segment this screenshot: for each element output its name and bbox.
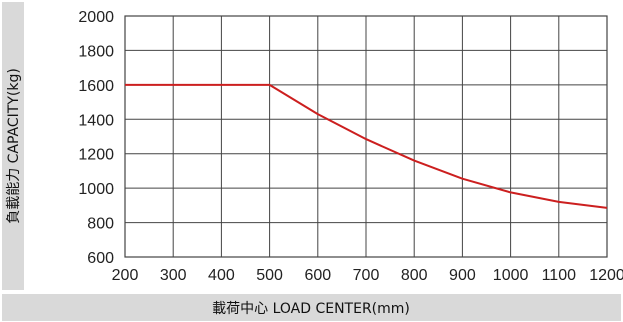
- x-tick-label: 800: [401, 267, 428, 284]
- x-tick-label: 400: [208, 267, 235, 284]
- x-tick-label: 1200: [589, 267, 623, 284]
- y-tick-label: 1600: [78, 78, 114, 95]
- series-group: [125, 83, 608, 209]
- y-tick-label: 1800: [78, 43, 114, 60]
- x-tick-label: 1000: [493, 267, 529, 284]
- x-tick-label: 500: [256, 267, 283, 284]
- plot-border-group: [124, 15, 608, 258]
- y-axis-label-band: [2, 2, 24, 290]
- x-tick-label: 300: [160, 267, 187, 284]
- y-tick-label: 800: [87, 216, 114, 233]
- y-tick-label: 1400: [78, 112, 114, 129]
- y-tick-labels: 600 800 1000 1200 1400 1600 1800 2000: [78, 9, 114, 267]
- x-tick-label: 700: [353, 267, 380, 284]
- x-axis-label-band: [2, 294, 621, 321]
- y-tick-label: 1200: [78, 147, 114, 164]
- y-tick-label: 600: [87, 250, 114, 267]
- y-tick-label: 2000: [78, 9, 114, 26]
- x-tick-label: 200: [112, 267, 139, 284]
- x-tick-labels: 200 300 400 500 600 700 800 900 1000 1100 1200: [112, 267, 623, 284]
- grid: [124, 15, 608, 258]
- x-tick-label: 900: [449, 267, 476, 284]
- y-tick-label: 1000: [78, 181, 114, 198]
- plot-border: [124, 15, 608, 258]
- x-tick-label: 1100: [542, 267, 577, 284]
- series-line: [125, 83, 608, 209]
- x-axis-title: 載荷中心 LOAD CENTER(mm): [212, 301, 410, 317]
- y-axis-title: 負載能力 CAPACITY(kg): [6, 68, 22, 224]
- x-tick-label: 600: [304, 267, 331, 284]
